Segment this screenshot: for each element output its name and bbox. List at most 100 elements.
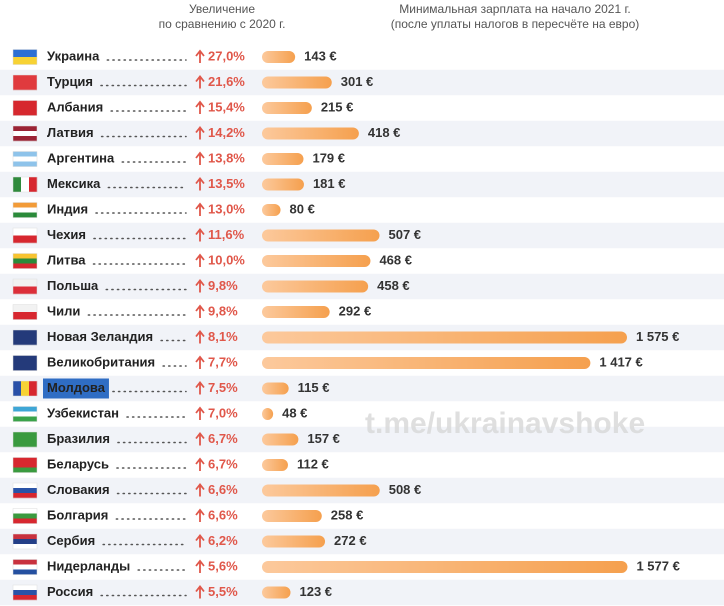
bar [262, 102, 312, 114]
flag [21, 177, 30, 192]
flag [13, 136, 37, 142]
country-name: Болгария [47, 507, 108, 522]
flag [13, 161, 37, 167]
increase-header: Увеличение [189, 2, 255, 16]
flag [13, 467, 37, 473]
flag-border [12, 278, 38, 295]
value-label: 143 € [304, 48, 337, 63]
increase-label: 9,8% [208, 278, 238, 293]
value-label: 272 € [334, 533, 367, 548]
country-name: Молдова [47, 380, 106, 395]
bar [262, 76, 332, 89]
flag [13, 381, 22, 396]
flag-border [12, 100, 38, 116]
flag [13, 518, 37, 524]
flag [13, 57, 37, 65]
flag [13, 228, 37, 236]
arrow-icon [195, 279, 205, 293]
increase-label: 9,8% [208, 303, 238, 318]
value-label: 123 € [300, 584, 333, 599]
flag [13, 253, 37, 259]
increase-label: 7,7% [208, 354, 238, 369]
bar [262, 510, 322, 522]
country-name: Сербия [47, 533, 95, 548]
flag [13, 304, 37, 313]
arrow-icon [195, 432, 205, 446]
value-label: 468 € [379, 252, 412, 267]
flag [13, 286, 37, 295]
arrow-icon [195, 534, 205, 548]
value-label: 292 € [339, 303, 372, 318]
row-stripe [0, 426, 724, 453]
arrow-icon [195, 151, 205, 165]
flag-border [12, 431, 38, 448]
value-label: 301 € [341, 74, 374, 89]
bar [262, 433, 299, 446]
arrow-icon [195, 559, 205, 573]
increase-header: по сравнению с 2020 г. [159, 17, 286, 31]
arrow-icon [195, 483, 205, 497]
value-label: 115 € [298, 380, 330, 395]
bar [262, 535, 326, 548]
flag-border [12, 49, 38, 65]
arrow-icon [195, 253, 205, 267]
flag-border [12, 482, 38, 499]
country-name: Нидерланды [47, 558, 130, 573]
country-name: Чили [47, 303, 80, 318]
flag [13, 49, 37, 58]
rows: Украина 27,0% 143 € Турция 21,6% 301 € Албания… [0, 48, 724, 606]
row-stripe [0, 69, 724, 96]
flag-border [12, 406, 38, 422]
bar [262, 382, 289, 395]
value-header: (после уплаты налогов в пересчёте на евр… [391, 17, 640, 31]
flag [13, 406, 37, 412]
flag [13, 202, 37, 208]
flag [13, 156, 37, 162]
flag [13, 279, 37, 287]
increase-label: 5,6% [208, 558, 238, 573]
bar [262, 357, 591, 369]
flag [13, 488, 37, 494]
increase-label: 8,1% [208, 329, 238, 344]
flag-border [12, 457, 38, 473]
row-stripe [0, 579, 724, 606]
bar [262, 51, 296, 63]
arrow-icon [195, 228, 205, 242]
flag-border [12, 380, 38, 397]
arrow-icon [195, 381, 205, 395]
arrow-icon [195, 355, 205, 369]
flag [13, 355, 37, 371]
flag [13, 177, 22, 192]
increase-label: 6,2% [208, 533, 238, 548]
flag [21, 381, 30, 396]
bar [262, 561, 628, 573]
arrow-icon [195, 585, 205, 599]
country-name: Чехия [47, 227, 86, 242]
increase-label: 6,7% [208, 431, 238, 446]
country-name: Польша [47, 278, 99, 293]
flag-border [12, 125, 38, 142]
watermark: t.me/ukrainavshoke [365, 407, 645, 440]
flag [13, 258, 37, 264]
flag-border [12, 202, 38, 218]
flag [13, 432, 37, 448]
flag-border [12, 253, 38, 269]
flag [13, 595, 37, 601]
value-header: Минимальная зарплата на начало 2021 г. [399, 2, 631, 16]
flag [13, 457, 37, 463]
row-stripe [0, 528, 724, 555]
flag [13, 493, 37, 499]
flag [13, 411, 37, 417]
country-name: Великобритания [47, 354, 155, 369]
arrow-icon [195, 177, 205, 191]
flag [13, 330, 37, 346]
country-name: Мексика [47, 176, 101, 191]
value-label: 215 € [321, 99, 354, 114]
country-name: Индия [47, 201, 88, 216]
flag [13, 212, 37, 218]
flag-border [12, 355, 38, 371]
flag [13, 483, 37, 489]
row-stripe [0, 171, 724, 198]
value-label: 179 € [312, 150, 345, 165]
